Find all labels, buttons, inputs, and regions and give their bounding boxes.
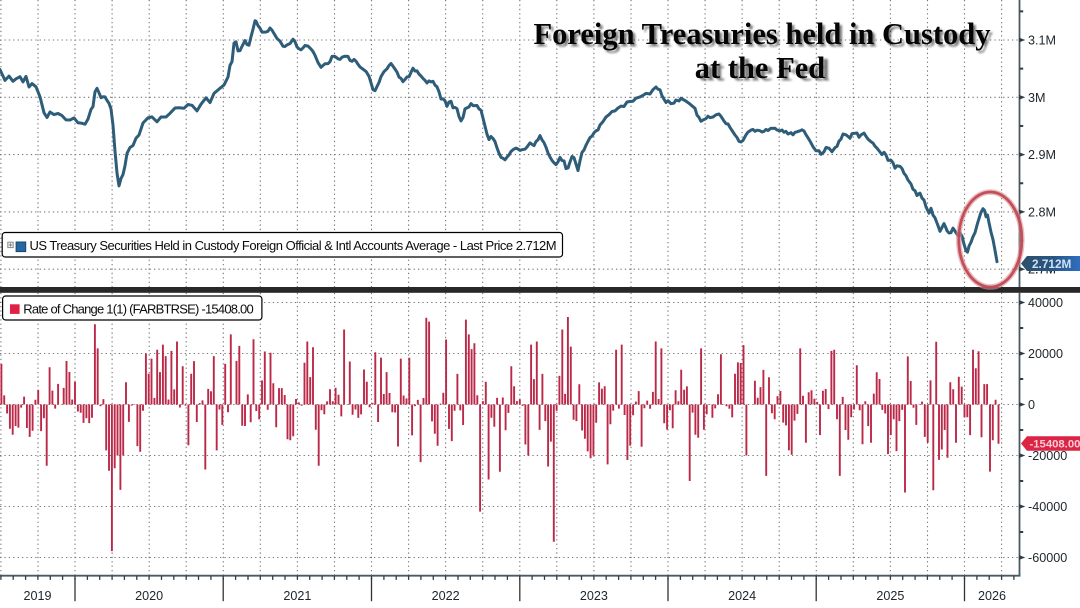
svg-text:2026: 2026	[978, 589, 1006, 603]
svg-text:0: 0	[1028, 398, 1035, 412]
svg-text:3.1M: 3.1M	[1028, 34, 1056, 48]
svg-text:at the Fed: at the Fed	[695, 51, 825, 85]
svg-text:Foreign Treasuries held in Cus: Foreign Treasuries held in Custody	[534, 17, 991, 51]
svg-text:US Treasury Securities Held in: US Treasury Securities Held in Custody F…	[30, 238, 557, 253]
svg-text:3M: 3M	[1028, 91, 1046, 105]
svg-text:2.712M: 2.712M	[1032, 257, 1072, 271]
svg-text:2020: 2020	[135, 589, 163, 603]
svg-text:2025: 2025	[876, 589, 904, 603]
svg-text:2021: 2021	[283, 589, 311, 603]
svg-text:Rate of Change 1(1) (FARBTRSE): Rate of Change 1(1) (FARBTRSE) -15408.00	[23, 302, 253, 317]
svg-text:2.8M: 2.8M	[1028, 205, 1056, 219]
svg-text:20000: 20000	[1028, 347, 1063, 361]
svg-text:-40000: -40000	[1028, 500, 1067, 514]
svg-text:2024: 2024	[728, 589, 756, 603]
svg-text:-60000: -60000	[1028, 551, 1067, 565]
svg-text:2023: 2023	[580, 589, 608, 603]
svg-text:-15408.00: -15408.00	[1030, 439, 1080, 451]
svg-text:2022: 2022	[432, 589, 460, 603]
svg-text:2019: 2019	[23, 589, 51, 603]
svg-text:40000: 40000	[1028, 296, 1063, 310]
svg-text:2.9M: 2.9M	[1028, 148, 1056, 162]
svg-text:-20000: -20000	[1028, 449, 1067, 463]
